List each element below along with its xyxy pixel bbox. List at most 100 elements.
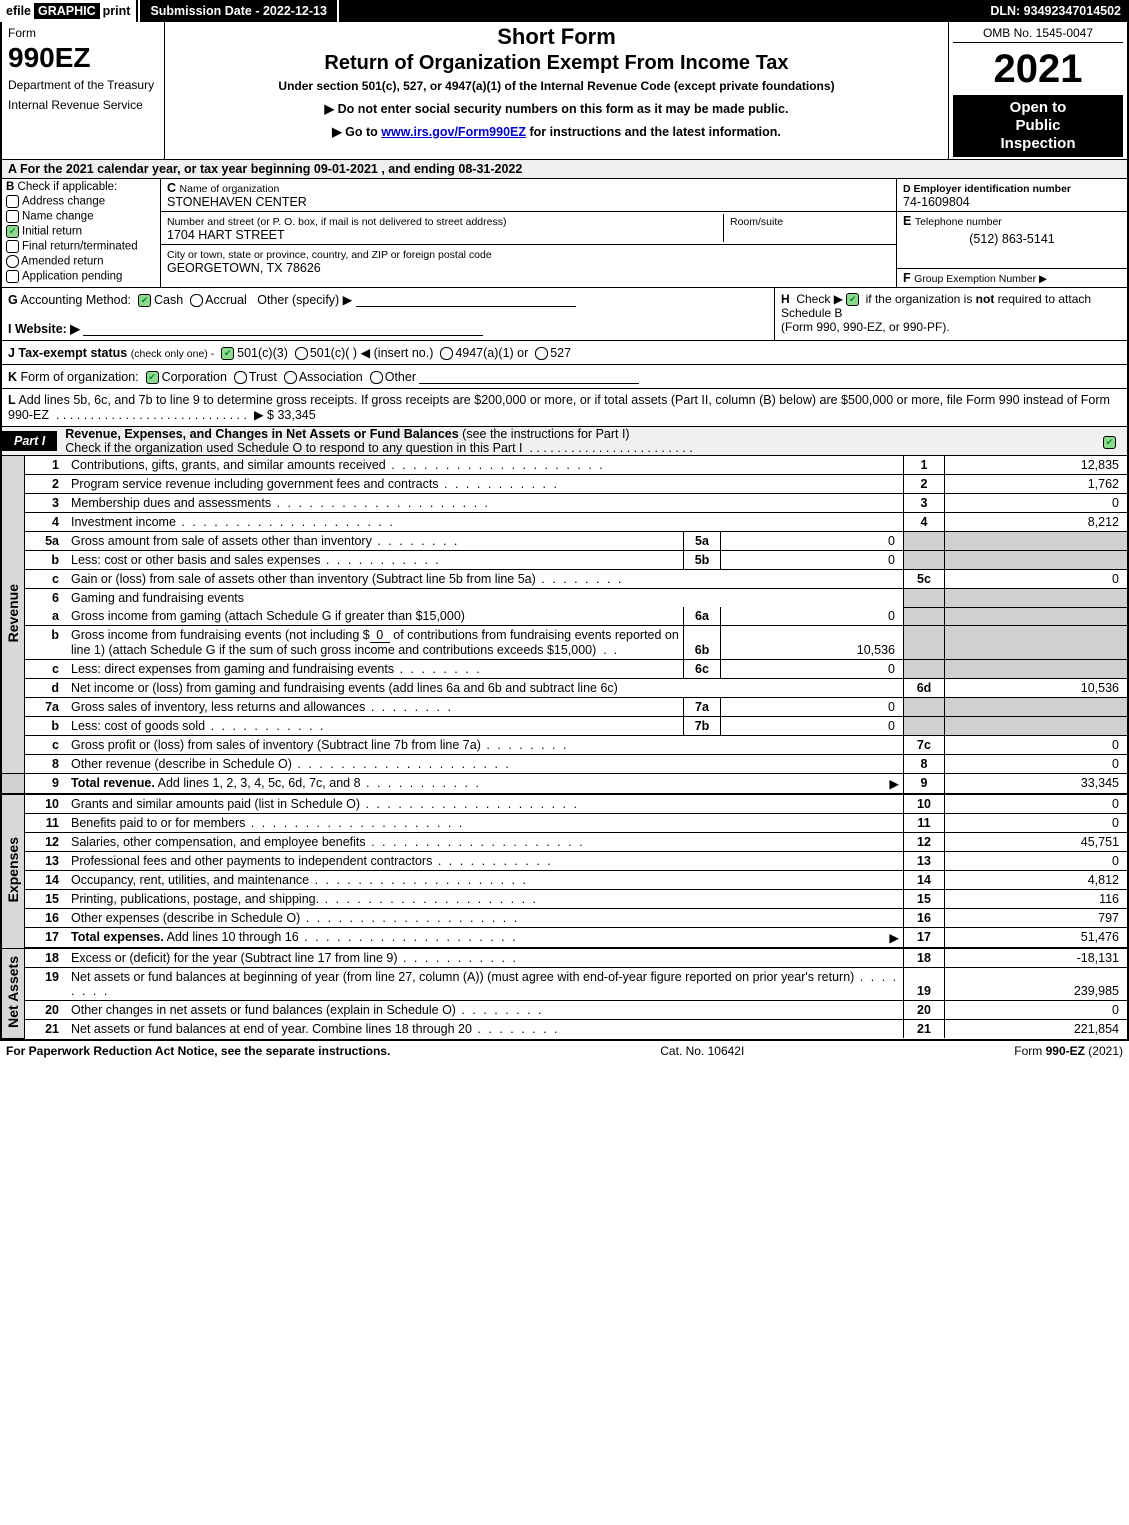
l6c-val: 0 xyxy=(721,660,904,679)
l14-num: 14 xyxy=(25,871,68,890)
chk-initial-return[interactable] xyxy=(6,225,19,238)
l21-box: 21 xyxy=(904,1020,945,1039)
chk-501c3[interactable] xyxy=(221,347,234,360)
chk-association[interactable] xyxy=(284,371,297,384)
line-17: 17 Total expenses. Add lines 10 through … xyxy=(2,928,1127,949)
c-name-label: Name of organization xyxy=(180,183,280,195)
l15-num: 15 xyxy=(25,890,68,909)
l19-amt: 239,985 xyxy=(945,968,1128,1001)
part1-header: Part I Revenue, Expenses, and Changes in… xyxy=(2,426,1127,456)
l6b-val: 10,536 xyxy=(721,626,904,660)
lbl-corporation: Corporation xyxy=(162,370,227,384)
l7a-desc: Gross sales of inventory, less returns a… xyxy=(71,700,453,714)
arrow2-suffix: for instructions and the latest informat… xyxy=(526,125,781,139)
org-city: GEORGETOWN, TX 78626 xyxy=(167,261,321,275)
submission-date: Submission Date - 2022-12-13 xyxy=(138,0,338,22)
print-text: print xyxy=(103,4,131,18)
lbl-trust: Trust xyxy=(249,370,277,384)
chk-final-return[interactable] xyxy=(6,240,19,253)
l5c-amt: 0 xyxy=(945,570,1128,589)
tax-year: 2021 xyxy=(953,49,1123,89)
sec-l-arrow: ▶ $ xyxy=(254,408,274,422)
chk-527[interactable] xyxy=(535,347,548,360)
l5c-num: c xyxy=(25,570,68,589)
l7b-sub: 7b xyxy=(684,717,721,736)
l13-num: 13 xyxy=(25,852,68,871)
irs-link[interactable]: www.irs.gov/Form990EZ xyxy=(381,125,526,139)
other-specify-line xyxy=(356,292,576,307)
footer-left: For Paperwork Reduction Act Notice, see … xyxy=(6,1044,390,1058)
lbl-accrual: Accrual xyxy=(205,293,247,307)
d-group-block: F Group Exemption Number ▶ xyxy=(897,268,1127,287)
top-bar: efile GRAPHIC print Submission Date - 20… xyxy=(0,0,1129,22)
sec-h-label: H xyxy=(781,292,790,306)
l20-box: 20 xyxy=(904,1001,945,1020)
line-10: Expenses 10 Grants and similar amounts p… xyxy=(2,794,1127,814)
l3-desc: Membership dues and assessments xyxy=(71,496,490,510)
chk-not-required[interactable] xyxy=(846,293,859,306)
revenue-rotcell: Revenue xyxy=(2,456,25,774)
open-line1: Open to xyxy=(955,99,1121,117)
sec-b-text: Check if applicable: xyxy=(18,181,118,193)
line-12: 12 Salaries, other compensation, and emp… xyxy=(2,833,1127,852)
l3-num: 3 xyxy=(25,494,68,513)
l14-box: 14 xyxy=(904,871,945,890)
l10-amt: 0 xyxy=(945,794,1128,814)
arrow2-prefix: ▶ Go to xyxy=(332,125,381,139)
chk-cash[interactable] xyxy=(138,294,151,307)
l18-desc: Excess or (deficit) for the year (Subtra… xyxy=(71,951,518,965)
chk-amended-return[interactable] xyxy=(6,255,19,268)
l21-num: 21 xyxy=(25,1020,68,1039)
form-number: 990EZ xyxy=(8,44,158,72)
lbl-name-change: Name change xyxy=(22,211,94,223)
open-line3: Inspection xyxy=(955,135,1121,153)
sec-c-label: C xyxy=(167,181,176,195)
chk-4947[interactable] xyxy=(440,347,453,360)
l1-desc: Contributions, gifts, grants, and simila… xyxy=(71,458,605,472)
l6b-num: b xyxy=(25,626,68,660)
h-check-arrow: Check ▶ xyxy=(796,292,843,306)
open-line2: Public xyxy=(955,117,1121,135)
bcdef-row: B Check if applicable: Address change Na… xyxy=(2,179,1127,288)
l9-box: 9 xyxy=(904,774,945,795)
l17-desc2: Add lines 10 through 16 xyxy=(164,930,518,944)
chk-other-org[interactable] xyxy=(370,371,383,384)
chk-accrual[interactable] xyxy=(190,294,203,307)
l6b-sub: 6b xyxy=(684,626,721,660)
chk-corporation[interactable] xyxy=(146,371,159,384)
chk-501c[interactable] xyxy=(295,347,308,360)
d-phone-block: E Telephone number (512) 863-5141 xyxy=(897,211,1127,268)
netassets-rotcell: Net Assets xyxy=(2,948,25,1038)
title-right-col: OMB No. 1545-0047 2021 Open to Public In… xyxy=(948,22,1127,159)
l12-desc: Salaries, other compensation, and employ… xyxy=(71,835,585,849)
l19-num: 19 xyxy=(25,968,68,1001)
l9-desc2: Add lines 1, 2, 3, 4, 5c, 6d, 7c, and 8 xyxy=(155,776,481,790)
lbl-cash: Cash xyxy=(154,293,183,307)
l7a-sub: 7a xyxy=(684,698,721,717)
chk-name-change[interactable] xyxy=(6,210,19,223)
line-14: 14 Occupancy, rent, utilities, and maint… xyxy=(2,871,1127,890)
footer-right-a: Form xyxy=(1014,1044,1045,1058)
line-11: 11 Benefits paid to or for members 11 0 xyxy=(2,814,1127,833)
chk-part1-scho[interactable] xyxy=(1103,436,1116,449)
lbl-amended-return: Amended return xyxy=(21,256,103,268)
l17-num: 17 xyxy=(25,928,68,949)
line-19: 19 Net assets or fund balances at beginn… xyxy=(2,968,1127,1001)
line-1: Revenue 1 Contributions, gifts, grants, … xyxy=(2,456,1127,475)
line-6a: a Gross income from gaming (attach Sched… xyxy=(2,607,1127,626)
chk-address-change[interactable] xyxy=(6,195,19,208)
footer-right-b: 990-EZ xyxy=(1046,1044,1085,1058)
chk-application-pending[interactable] xyxy=(6,270,19,283)
part1-check-text: Check if the organization used Schedule … xyxy=(65,441,522,455)
l16-desc: Other expenses (describe in Schedule O) xyxy=(71,911,519,925)
l1-num: 1 xyxy=(25,456,68,475)
l5a-sub: 5a xyxy=(684,532,721,551)
arrow-line-2: ▶ Go to www.irs.gov/Form990EZ for instru… xyxy=(171,124,942,139)
chk-trust[interactable] xyxy=(234,371,247,384)
lbl-501c: 501(c)( ) xyxy=(310,346,357,360)
line-5a: 5a Gross amount from sale of assets othe… xyxy=(2,532,1127,551)
l5b-sub: 5b xyxy=(684,551,721,570)
l5b-val: 0 xyxy=(721,551,904,570)
l5c-box: 5c xyxy=(904,570,945,589)
sec-j-small: (check only one) - xyxy=(131,348,214,360)
